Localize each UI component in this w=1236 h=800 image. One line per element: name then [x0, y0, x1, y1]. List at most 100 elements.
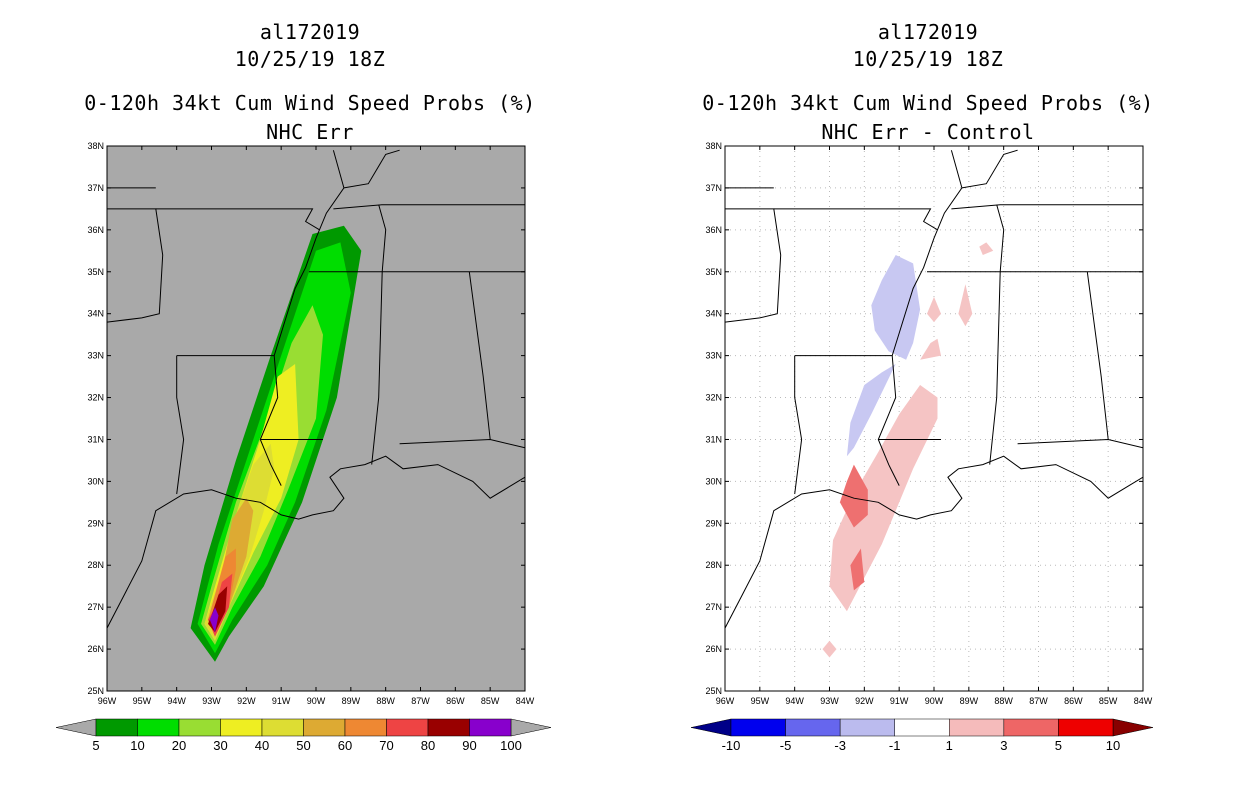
right-coastline	[725, 455, 1143, 629]
left-colorbar-arrow-high	[510, 718, 552, 737]
right-colorbar-label: -1	[889, 738, 901, 753]
left-x-tick-label: 94W	[167, 696, 186, 706]
right-border-kentucky	[951, 204, 1143, 210]
right-y-tick-label: 32N	[705, 393, 722, 403]
left-y-tick-label: 25N	[87, 686, 104, 696]
left-y-tick-label: 33N	[87, 351, 104, 361]
left-y-tick-label: 31N	[87, 434, 104, 444]
left-colorbar-swatch	[220, 718, 263, 737]
left-colorbar-swatch	[261, 718, 304, 737]
right-contour-1	[829, 385, 938, 612]
left-border-mississippi-river	[259, 355, 282, 486]
right-contour-1	[958, 284, 973, 327]
right-y-tick-label: 34N	[705, 309, 722, 319]
right-colorbar-label: 1	[946, 738, 953, 753]
right-colorbar-arrow-low	[690, 718, 732, 737]
left-plot-area	[107, 149, 525, 662]
left-x-tick-label: 91W	[272, 696, 291, 706]
right-y-tick-label: 26N	[705, 644, 722, 654]
left-x-tick-label: 93W	[202, 696, 221, 706]
right-x-tick-label: 86W	[1064, 696, 1083, 706]
right-y-tick-label: 35N	[705, 267, 722, 277]
left-datetime: 10/25/19 18Z	[234, 47, 386, 71]
left-river-ohio	[343, 149, 400, 189]
left-x-tick-label: 88W	[376, 696, 395, 706]
left-y-tick-label: 34N	[87, 309, 104, 319]
right-contour-1	[822, 640, 837, 658]
right-contour-neg1	[846, 364, 896, 457]
left-coastline	[107, 455, 525, 629]
right-colorbar-label: 3	[1000, 738, 1007, 753]
left-border-kentucky	[333, 204, 525, 210]
right-contour-3	[839, 464, 868, 528]
left-colorbar-swatch	[386, 718, 429, 737]
left-colorbar-label: 80	[421, 738, 435, 753]
right-y-tick-label: 31N	[705, 434, 722, 444]
left-colorbar-label: 70	[379, 738, 393, 753]
left-border-texas-louisiana	[176, 355, 185, 495]
left-border-mississippi-alabama	[371, 271, 383, 465]
right-colorbar-swatch	[785, 718, 841, 737]
right-y-tick-label: 28N	[705, 560, 722, 570]
left-colorbar-swatch	[344, 718, 387, 737]
left-x-tick-label: 95W	[133, 696, 152, 706]
left-x-tick-label: 89W	[342, 696, 361, 706]
right-x-tick-label: 88W	[994, 696, 1013, 706]
left-x-tick-label: 90W	[307, 696, 326, 706]
left-y-tick-label: 32N	[87, 393, 104, 403]
right-x-tick-label: 84W	[1134, 696, 1153, 706]
right-storm-id: al172019	[877, 20, 979, 44]
right-x-tick-label: 94W	[785, 696, 804, 706]
left-colorbar-label: 100	[500, 738, 522, 753]
right-colorbar-swatch	[839, 718, 895, 737]
right-colorbar-label: 10	[1106, 738, 1120, 753]
right-border-ms-river-north	[891, 150, 963, 356]
left-colorbar-label: 10	[130, 738, 144, 753]
left-border-florida	[399, 438, 525, 449]
right-colorbar-label: -10	[722, 738, 741, 753]
right-colorbar-swatch	[1058, 718, 1114, 737]
right-border-missouri-arkansas	[773, 208, 938, 231]
right-x-tick-label: 92W	[855, 696, 874, 706]
right-colorbar-arrow-high	[1112, 718, 1154, 737]
left-colorbar-label: 60	[338, 738, 352, 753]
left-contour-90	[209, 607, 219, 633]
right-x-tick-label: 89W	[960, 696, 979, 706]
right-contour-1	[920, 338, 941, 360]
left-colorbar-label: 40	[255, 738, 269, 753]
right-y-tick-label: 38N	[705, 141, 722, 151]
left-colorbar-swatch	[427, 718, 470, 737]
right-y-tick-label: 29N	[705, 518, 722, 528]
left-x-tick-label: 92W	[237, 696, 256, 706]
left-y-tick-label: 38N	[87, 141, 104, 151]
right-border-mississippi-alabama	[989, 271, 1001, 465]
right-y-tick-label: 37N	[705, 183, 722, 193]
right-border-florida	[1017, 438, 1143, 449]
left-colorbar-label: 30	[213, 738, 227, 753]
left-y-tick-label: 27N	[87, 602, 104, 612]
right-plot-area	[725, 146, 1143, 691]
right-x-tick-label: 96W	[716, 696, 735, 706]
left-colorbar-swatch	[95, 718, 138, 737]
left-y-tick-label: 35N	[87, 267, 104, 277]
left-river-tennessee	[378, 204, 387, 272]
right-y-tick-label: 30N	[705, 476, 722, 486]
right-border-oklahoma	[725, 208, 782, 323]
right-y-tick-label: 36N	[705, 225, 722, 235]
right-x-tick-label: 90W	[925, 696, 944, 706]
left-border-missouri-arkansas	[155, 208, 320, 231]
left-y-tick-label: 37N	[87, 183, 104, 193]
left-border-ms-river-north	[273, 150, 345, 356]
right-chart-subtitle: NHC Err - Control	[821, 120, 1035, 144]
right-contour-1	[927, 296, 941, 323]
right-river-ohio	[961, 149, 1018, 189]
left-y-tick-label: 29N	[87, 518, 104, 528]
left-y-tick-label: 28N	[87, 560, 104, 570]
left-chart-title: 0-120h 34kt Cum Wind Speed Probs (%)	[84, 91, 536, 115]
left-colorbar-label: 5	[92, 738, 99, 753]
left-x-tick-label: 96W	[98, 696, 117, 706]
left-colorbar-swatch	[303, 718, 346, 737]
right-border-alabama-georgia	[1086, 271, 1109, 440]
left-colorbar-arrow-low	[55, 718, 97, 737]
